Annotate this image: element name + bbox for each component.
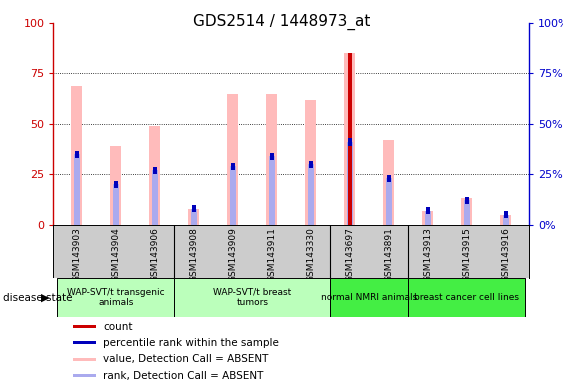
Text: GSM143697: GSM143697 (345, 227, 354, 282)
Bar (305, 100, 316, 225)
Text: GSM143911: GSM143911 (267, 227, 276, 282)
Bar (269, 156, 275, 225)
Bar (189, 209, 199, 225)
Text: GSM143891: GSM143891 (385, 227, 394, 282)
Bar (175, 278, 330, 317)
Bar (330, 278, 408, 317)
Bar (73, 325, 96, 328)
Bar (464, 200, 470, 225)
Bar (57, 278, 175, 317)
Text: GSM143909: GSM143909 (229, 227, 238, 282)
Bar (426, 207, 430, 214)
Bar (425, 210, 431, 225)
Bar (74, 154, 79, 225)
Bar (461, 199, 472, 225)
Bar (266, 94, 278, 225)
Bar (347, 142, 352, 225)
Bar (348, 139, 352, 146)
Text: GSM143904: GSM143904 (111, 227, 120, 282)
Text: GSM143903: GSM143903 (73, 227, 82, 282)
Bar (230, 166, 235, 225)
Bar (152, 170, 158, 225)
Text: count: count (103, 321, 132, 331)
Bar (114, 181, 118, 188)
Bar (501, 215, 511, 225)
Bar (348, 53, 352, 225)
Bar (345, 53, 355, 225)
Bar (153, 167, 157, 174)
Bar (192, 205, 196, 212)
Text: percentile rank within the sample: percentile rank within the sample (103, 338, 279, 348)
Text: value, Detection Call = ABSENT: value, Detection Call = ABSENT (103, 354, 269, 364)
Bar (149, 126, 160, 225)
Bar (408, 278, 525, 317)
Bar (504, 211, 508, 218)
Bar (270, 152, 274, 160)
Bar (383, 140, 394, 225)
Bar (386, 178, 392, 225)
Bar (308, 164, 314, 225)
Text: ▶: ▶ (41, 293, 50, 303)
Bar (75, 151, 79, 157)
Text: rank, Detection Call = ABSENT: rank, Detection Call = ABSENT (103, 371, 263, 381)
Text: breast cancer cell lines: breast cancer cell lines (414, 293, 519, 302)
Bar (309, 161, 313, 168)
Bar (113, 184, 119, 225)
Bar (110, 146, 122, 225)
Text: WAP-SVT/t transgenic
animals: WAP-SVT/t transgenic animals (67, 288, 165, 307)
Bar (422, 210, 434, 225)
Bar (73, 374, 96, 377)
Text: GDS2514 / 1448973_at: GDS2514 / 1448973_at (193, 13, 370, 30)
Text: disease state: disease state (3, 293, 72, 303)
Text: GSM143916: GSM143916 (501, 227, 510, 282)
Bar (72, 86, 82, 225)
Bar (73, 358, 96, 361)
Text: GSM143906: GSM143906 (150, 227, 159, 282)
Text: GSM143913: GSM143913 (423, 227, 432, 282)
Bar (191, 209, 196, 225)
Bar (227, 94, 238, 225)
Text: GSM143330: GSM143330 (306, 227, 315, 282)
Bar (503, 215, 508, 225)
Bar (465, 197, 469, 204)
Bar (387, 175, 391, 182)
Bar (231, 163, 235, 170)
Text: normal NMRI animals: normal NMRI animals (321, 293, 418, 302)
Text: GSM143915: GSM143915 (462, 227, 471, 282)
Text: GSM143908: GSM143908 (189, 227, 198, 282)
Text: WAP-SVT/t breast
tumors: WAP-SVT/t breast tumors (213, 288, 292, 307)
Bar (73, 341, 96, 344)
